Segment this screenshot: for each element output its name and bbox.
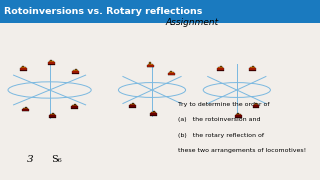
Bar <box>169 72 174 73</box>
Bar <box>250 67 255 68</box>
Bar <box>22 109 29 111</box>
Bar <box>50 60 52 61</box>
Bar <box>218 67 223 68</box>
Bar <box>49 117 56 118</box>
Bar <box>20 70 27 71</box>
Bar <box>49 61 54 62</box>
Bar <box>249 68 256 70</box>
Bar <box>249 70 256 71</box>
Bar <box>130 104 135 105</box>
Text: these two arrangements of locomotives!: these two arrangements of locomotives! <box>178 148 306 153</box>
Bar <box>220 66 222 67</box>
FancyBboxPatch shape <box>0 0 320 23</box>
Bar <box>149 62 151 64</box>
Text: Try to determine the order of: Try to determine the order of <box>178 102 269 107</box>
Bar <box>170 71 172 72</box>
Bar <box>23 108 28 109</box>
Bar <box>49 115 56 117</box>
Bar <box>22 66 24 67</box>
Bar <box>217 70 224 71</box>
Bar <box>252 66 254 67</box>
Bar <box>50 114 55 115</box>
Text: Assignment: Assignment <box>165 18 219 27</box>
Bar <box>129 105 136 107</box>
Bar <box>150 115 157 116</box>
Bar <box>129 107 136 108</box>
Bar <box>48 62 55 64</box>
Text: (a)   the rotoinversion and: (a) the rotoinversion and <box>178 117 260 122</box>
Bar <box>236 114 241 115</box>
Bar <box>73 70 78 71</box>
Bar <box>252 107 260 108</box>
Bar <box>52 113 54 114</box>
Text: ⁡3: ⁡3 <box>27 155 34 164</box>
Bar <box>72 105 77 106</box>
Bar <box>150 113 157 115</box>
Bar <box>237 113 239 114</box>
Bar <box>151 112 156 113</box>
Bar <box>25 107 27 108</box>
Text: Rotoinversions vs. Rotary reflections: Rotoinversions vs. Rotary reflections <box>4 7 202 16</box>
Bar <box>253 104 259 105</box>
Bar <box>147 65 154 67</box>
Bar <box>71 106 78 108</box>
Bar <box>168 73 175 75</box>
Bar <box>217 68 224 70</box>
Bar <box>72 71 79 73</box>
Bar <box>235 117 242 118</box>
Bar <box>153 111 155 112</box>
Bar <box>252 105 260 107</box>
Bar <box>71 108 78 109</box>
Bar <box>148 64 153 65</box>
Bar <box>235 115 242 117</box>
Bar <box>21 67 26 68</box>
Bar <box>20 68 27 70</box>
Bar <box>255 103 257 104</box>
Bar <box>74 104 76 105</box>
Text: (b)   the rotary reflection of: (b) the rotary reflection of <box>178 132 264 138</box>
Bar <box>132 103 134 104</box>
Text: S₆: S₆ <box>51 155 61 164</box>
Bar <box>75 69 77 70</box>
